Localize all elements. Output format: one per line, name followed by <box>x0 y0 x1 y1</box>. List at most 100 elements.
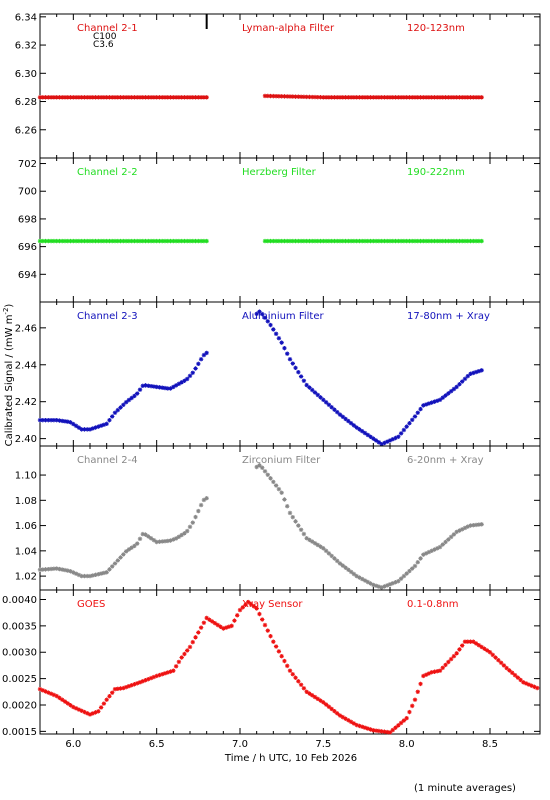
data-point <box>279 340 284 345</box>
data-point <box>473 522 479 528</box>
data-point <box>187 644 193 650</box>
data-point <box>443 393 448 398</box>
data-point <box>273 93 279 99</box>
data-point <box>301 686 307 691</box>
data-point <box>379 585 384 590</box>
data-point <box>160 238 165 244</box>
data-point <box>354 573 359 579</box>
data-point <box>173 536 179 541</box>
data-point <box>404 95 409 100</box>
data-point <box>118 555 123 560</box>
data-point <box>460 379 465 384</box>
data-point <box>496 657 501 663</box>
data-point <box>235 613 240 618</box>
data-point <box>257 463 262 468</box>
data-point <box>518 677 523 683</box>
filter-label: Lyman-alpha Filter <box>242 23 335 34</box>
data-point <box>198 95 204 100</box>
data-point <box>362 725 368 730</box>
data-point <box>179 532 184 538</box>
data-point <box>485 648 490 653</box>
data-point <box>60 697 65 702</box>
data-point <box>307 537 312 543</box>
data-point <box>368 581 373 586</box>
data-series <box>37 463 484 590</box>
data-point <box>535 685 540 691</box>
data-point <box>176 238 182 244</box>
data-point <box>123 549 129 554</box>
data-point <box>165 670 170 675</box>
data-point <box>46 417 51 423</box>
y-tick-label: 700 <box>18 187 37 198</box>
data-point <box>82 709 87 715</box>
data-point <box>435 238 440 244</box>
data-point <box>410 238 415 244</box>
data-point <box>48 566 54 572</box>
data-point <box>190 95 195 100</box>
data-point <box>251 604 257 609</box>
data-point <box>40 417 45 423</box>
data-point <box>137 680 143 685</box>
data-point <box>126 95 132 100</box>
data-point <box>446 95 451 100</box>
data-point <box>465 639 470 644</box>
data-point <box>168 95 173 100</box>
data-point <box>476 643 482 648</box>
data-point <box>187 95 193 100</box>
data-point <box>526 682 532 687</box>
data-point <box>360 238 365 244</box>
data-point <box>404 238 409 244</box>
data-point <box>37 567 43 572</box>
data-point <box>326 238 332 244</box>
data-point <box>190 639 195 645</box>
data-point <box>201 238 207 244</box>
data-point <box>37 686 43 692</box>
y-tick-label: 696 <box>18 242 37 253</box>
data-point <box>190 238 195 244</box>
data-point <box>107 238 112 244</box>
data-point <box>307 94 312 100</box>
data-point <box>473 641 479 646</box>
data-point <box>315 94 320 100</box>
data-point <box>351 721 357 726</box>
data-point <box>162 539 168 544</box>
data-point <box>332 407 337 412</box>
data-point <box>440 95 445 100</box>
data-point <box>371 436 376 441</box>
data-point <box>304 94 309 100</box>
data-point <box>196 238 201 244</box>
data-point <box>382 729 387 734</box>
data-point <box>265 238 270 244</box>
data-point <box>440 395 445 400</box>
data-point <box>96 95 101 100</box>
data-point <box>118 238 123 244</box>
data-point <box>360 429 365 434</box>
data-point <box>332 95 337 100</box>
data-point <box>479 644 484 650</box>
y-tick-label: 694 <box>18 270 37 281</box>
data-point <box>401 95 407 100</box>
data-point <box>185 528 190 534</box>
data-point <box>315 696 320 702</box>
data-point <box>401 238 407 244</box>
data-point <box>346 567 351 572</box>
data-point <box>82 95 87 100</box>
data-point <box>504 665 509 671</box>
data-point <box>429 95 434 100</box>
data-point <box>193 238 198 244</box>
data-point <box>257 309 262 314</box>
data-point <box>54 417 59 423</box>
data-point <box>346 238 351 244</box>
data-point <box>232 618 237 623</box>
panel-3: 2.40 2.42 2.44 2.46 Channel 2-3 Aluminium Fil… <box>15 301 541 447</box>
data-point <box>329 706 334 712</box>
data-point <box>285 504 290 509</box>
data-point <box>318 238 323 244</box>
data-point <box>51 238 57 244</box>
data-point <box>371 728 376 733</box>
data-point <box>73 706 79 711</box>
y-tick-label: 6.30 <box>15 69 37 80</box>
data-point <box>360 95 365 100</box>
data-point <box>512 672 518 678</box>
data-point <box>343 238 348 244</box>
